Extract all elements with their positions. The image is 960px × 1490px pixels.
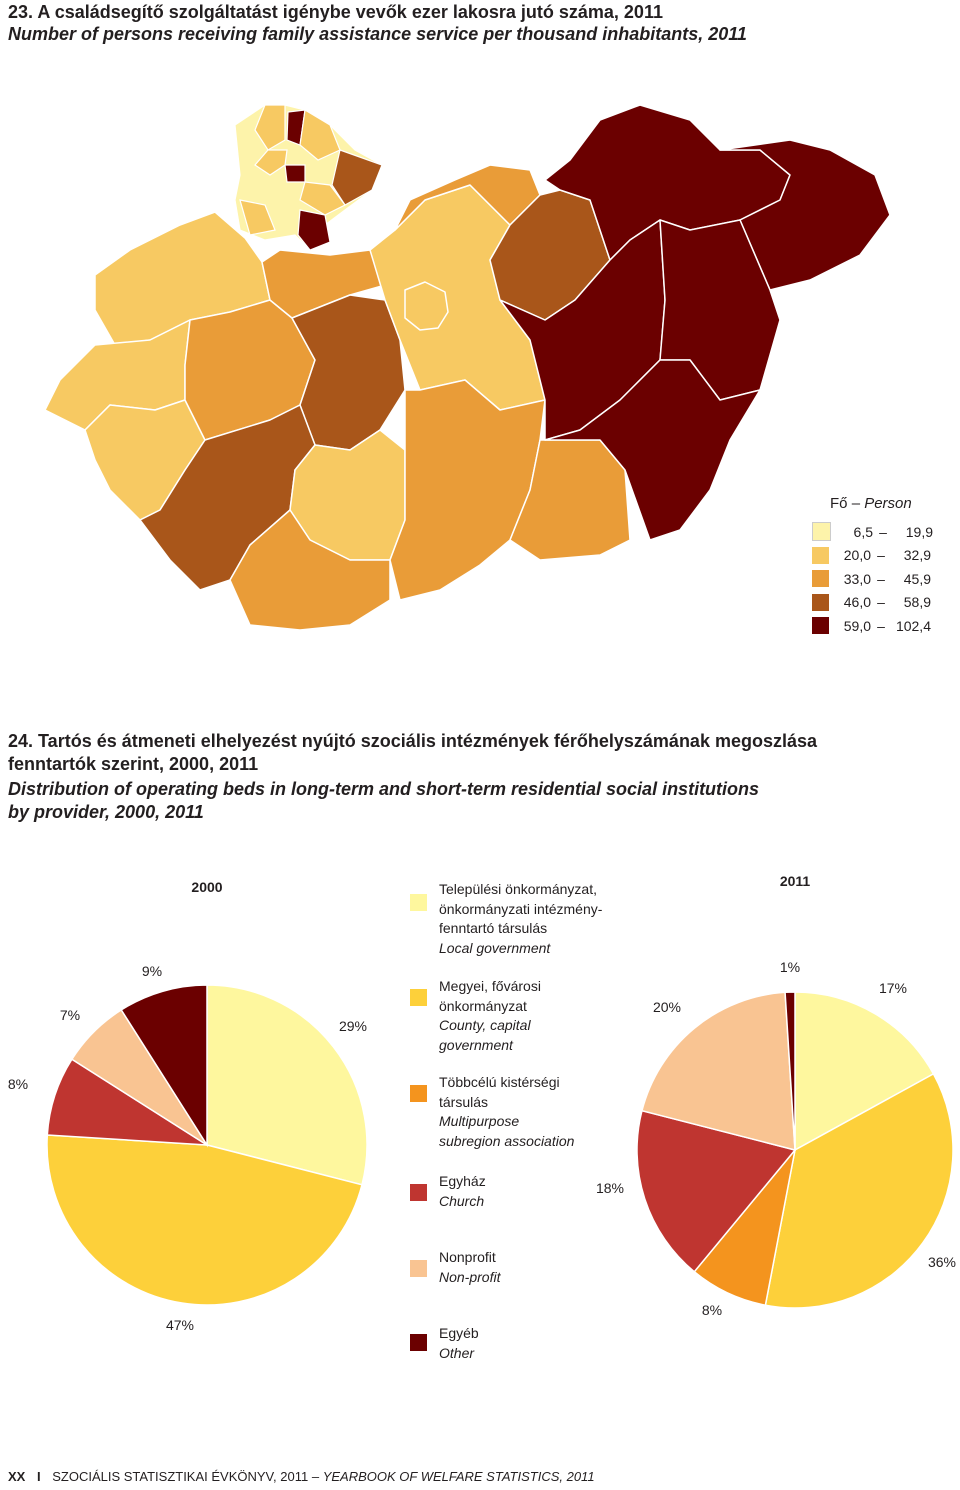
pie-legend-swatch [410,1260,427,1277]
map-legend-swatch [812,546,829,564]
pie-slice [784,991,796,1151]
map-legend-swatch [812,522,831,542]
pie-slice [641,991,796,1151]
pie-legend-item: Egyház Church [410,1172,486,1211]
map-county-bacs [389,379,546,601]
pie-legend-item: Megyei, fővárosi önkormányzat County, cap… [410,977,541,1055]
pie-slice [46,1134,363,1306]
pie-legend-swatch [410,1085,427,1102]
page-footer: XX I SZOCIÁLIS STATISZTIKAI ÉVKÖNYV, 201… [8,1469,595,1484]
map-city-budapest [404,281,449,331]
map-legend-row: 33,0–45,9 [812,567,952,591]
pie-legend-swatch [410,894,427,911]
pie-percent-label: 8% [702,1302,722,1318]
pie-legend-swatch [410,989,427,1006]
pie-year-label: 2000 [191,879,222,895]
map-legend-swatch [812,617,829,635]
pie-slice [636,1109,797,1273]
footer-page: XX [8,1469,26,1484]
map-legend-title: Fő – Person [830,495,912,512]
pie-percent-label: 47% [166,1317,194,1333]
pie-2011 [636,991,954,1309]
map-county-szabolcs [719,139,891,291]
pie-legend-item: Egyéb Other [410,1324,479,1363]
pie-legend-swatch [410,1184,427,1201]
map-legend-row: 6,5–19,9 [812,520,952,544]
pie-legend-swatch [410,1334,427,1351]
footer-sep: I [36,1469,41,1484]
pie-percent-label: 9% [142,963,162,979]
pie-year-label: 2011 [780,873,811,889]
pie-slice [206,984,368,1186]
pie-percent-label: 18% [596,1180,624,1196]
pie-charts: 2000 29% 47% 8% 7% 9% 2011 17% 36% 8% 18% 20% 1% [8,873,956,1333]
pie-percent-label: 36% [928,1254,956,1270]
pie-percent-label: 20% [653,999,681,1015]
map-title-hu: 23. A családsegítő szolgáltatást igénybe… [8,2,663,22]
pie-title-en-line1: Distribution of operating beds in long-t… [8,779,760,799]
map-legend-swatch [812,570,829,588]
footer-book-hu: SZOCIÁLIS STATISZTIKAI ÉVKÖNYV, 2011 – [52,1469,320,1484]
pie-slice [794,991,935,1152]
pie-legend-item: Települési önkormányzat, önkormányzati in… [410,880,602,958]
pie-percent-label: 7% [60,1007,80,1023]
pie-title-hu-line1: 24. Tartós és átmeneti elhelyezést nyújt… [8,731,818,751]
map-title-en: Number of persons receiving family assis… [8,24,747,44]
pie-legend-item: Nonprofit Non-profit [410,1248,500,1287]
pie-title-hu-line2: fenntartók szerint, 2000, 2011 [8,754,259,774]
pie-percent-label: 17% [879,980,907,996]
pie-title-en-line2: by provider, 2000, 2011 [8,802,204,822]
pie-legend-item: Többcélú kistérségi társulás Multipurpose… [410,1073,574,1151]
pie-percent-label: 29% [339,1018,367,1034]
map-county-bekes [544,359,761,541]
pie-2000 [46,984,368,1306]
hungary-map [44,104,891,631]
pie-percent-label: 8% [8,1076,28,1092]
map-legend-row: 46,0–58,9 [812,591,952,615]
pie-slice [120,984,208,1148]
footer-book-en: YEARBOOK OF WELFARE STATISTICS, 2011 [322,1469,595,1484]
map-legend: Fő – Person 6,5–19,9 20,0–32,9 33,0–45,9… [812,495,952,638]
map-legend-row: 20,0–32,9 [812,544,952,568]
map-legend-row: 59,0–102,4 [812,614,952,638]
pie-slice [764,1072,954,1309]
map-county-nograd [394,164,541,231]
pie-percent-label: 1% [780,959,800,975]
map-legend-swatch [812,593,829,611]
